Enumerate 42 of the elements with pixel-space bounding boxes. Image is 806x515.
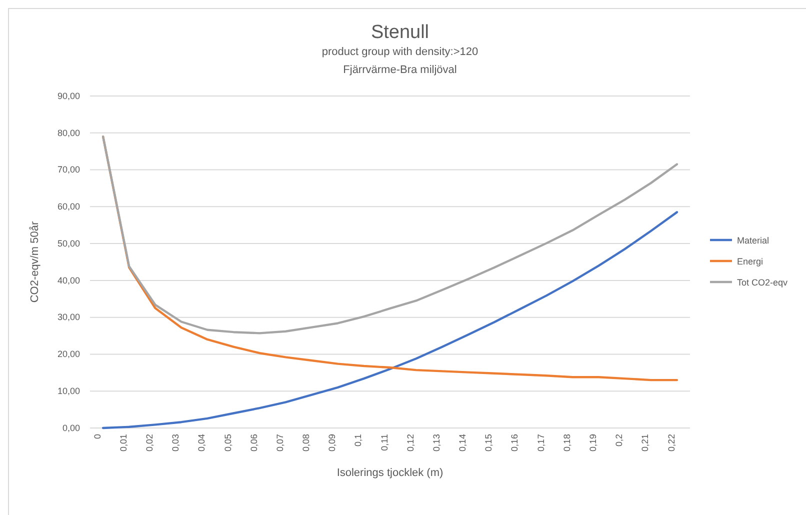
x-tick-label: 0,03 xyxy=(170,434,181,452)
line-series xyxy=(102,211,678,430)
y-tick-label: 0,00 xyxy=(62,422,80,433)
x-tick-label: 0,21 xyxy=(640,434,650,452)
y-tick-label: 30,00 xyxy=(57,312,80,322)
x-tick-label: 0,08 xyxy=(301,434,312,452)
x-tick-label: 0,17 xyxy=(536,434,546,452)
legend-label: Material xyxy=(737,236,770,246)
y-tick-label: 60,00 xyxy=(57,202,80,212)
legend-label: Tot CO2-eqv xyxy=(737,278,788,288)
x-tick-label: 0,15 xyxy=(484,434,494,452)
x-tick-label: 0,19 xyxy=(588,434,598,452)
x-tick-label: 0,04 xyxy=(196,434,207,452)
x-tick-label: 0,05 xyxy=(222,434,233,452)
y-axis-title: CO2-eqv/m 50år xyxy=(29,221,41,303)
chart-title: Stenull xyxy=(370,22,430,43)
x-tick-label: 0,18 xyxy=(562,434,572,452)
x-tick-label: 0,01 xyxy=(118,434,128,452)
y-tick-label: 80,00 xyxy=(57,128,80,138)
y-tick-label: 50,00 xyxy=(57,238,80,248)
x-tick-label: 0,13 xyxy=(431,434,442,452)
x-tick-label: 0,14 xyxy=(458,434,468,452)
line-series xyxy=(102,135,678,334)
x-tick-label: 0,06 xyxy=(248,434,259,452)
x-axis-title: Isolerings tjocklek (m) xyxy=(336,467,444,479)
x-tick-label: 0,22 xyxy=(666,434,676,452)
x-tick-label: 0,07 xyxy=(274,434,285,452)
x-tick-label: 0,09 xyxy=(327,434,338,452)
x-tick-label: 0 xyxy=(92,434,102,440)
y-tick-label: 40,00 xyxy=(57,275,80,286)
x-tick-label: 0,11 xyxy=(379,434,390,451)
y-tick-label: 90,00 xyxy=(57,90,80,101)
x-tick-label: 0,12 xyxy=(405,434,416,452)
x-tick-label: 0,16 xyxy=(510,434,520,452)
x-tick-label: 0,02 xyxy=(144,434,155,452)
y-tick-label: 20,00 xyxy=(57,349,80,360)
y-tick-label: 10,00 xyxy=(57,386,80,396)
x-tick-label: 0,2 xyxy=(614,434,624,447)
chart-subtitle: product group with density:>120 Fjärrvärme-Bra miljöval xyxy=(322,46,478,76)
x-tick-label: 0,1 xyxy=(353,434,364,447)
legend-label: Energi xyxy=(737,256,764,266)
y-tick-label: 70,00 xyxy=(57,164,80,175)
